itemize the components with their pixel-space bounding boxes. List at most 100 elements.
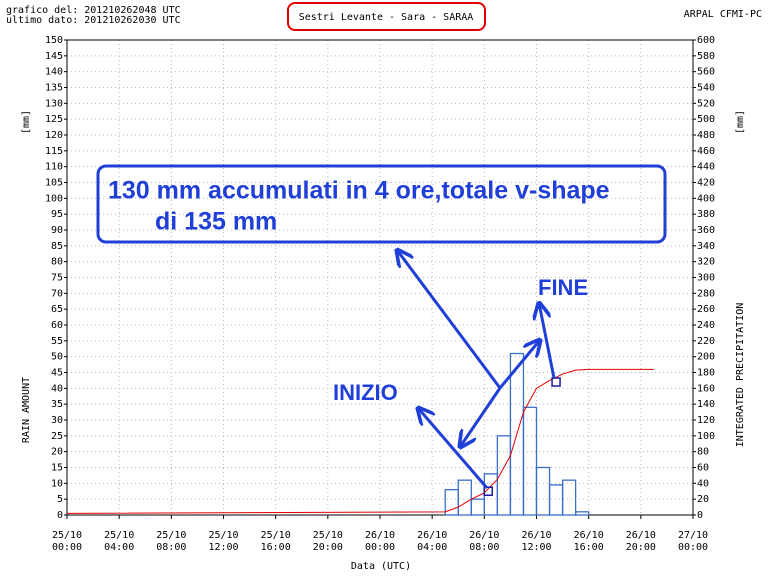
y2-tick-label: 440 [697,162,715,173]
y2-tick-label: 40 [697,478,709,489]
x-tick-label: 26/10 [626,530,656,541]
x-label: Data (UTC) [351,561,411,572]
y2-unit: [mm] [735,110,746,134]
y2-tick-label: 100 [697,431,715,442]
y2-tick-label: 280 [697,288,715,299]
y2-tick-label: 580 [697,51,715,62]
y-tick-label: 145 [45,51,63,62]
y2-tick-label: 500 [697,114,715,125]
bar [470,498,485,516]
x-tick-label: 25/10 [52,530,82,541]
y-tick-label: 45 [51,368,63,379]
x-tick-label: 25/10 [156,530,186,541]
y-tick-label: 10 [51,478,63,489]
y-tick-label: 15 [51,463,63,474]
x-tick-label: 16:00 [574,542,604,553]
y2-tick-label: 380 [697,209,715,220]
y2-tick-label: 200 [697,352,715,363]
x-tick-label: 26/10 [469,530,499,541]
y2-tick-label: 320 [697,257,715,268]
y2-tick-label: 0 [697,510,703,521]
y-tick-label: 105 [45,178,63,189]
y-tick-label: 80 [51,257,63,268]
y-tick-label: 30 [51,415,63,426]
y-tick-label: 150 [45,35,63,46]
y2-tick-label: 60 [697,463,709,474]
y-tick-label: 115 [45,146,63,157]
arrow [498,340,540,389]
x-tick-label: 08:00 [469,542,499,553]
y2-tick-label: 300 [697,273,715,284]
y-tick-label: 60 [51,320,63,331]
y2-tick-label: 160 [697,383,715,394]
y-tick-label: 40 [51,383,63,394]
start-label: INIZIO [333,380,398,405]
x-tick-label: 00:00 [365,542,395,553]
arrow [397,250,502,389]
x-tick-label: 26/10 [417,530,447,541]
plot: 0 5 10 15 20 25 30 35 40 45 50 55 60 65 70 75 80 85 90 95 10… [45,35,715,553]
y2-tick-label: 240 [697,320,715,331]
x-tick-label: 20:00 [626,542,656,553]
bar [561,479,577,516]
y-tick-label: 130 [45,98,63,109]
event-marker [551,377,561,387]
arrow [539,303,556,379]
x-tick-label: 00:00 [52,542,82,553]
x-tick-label: 04:00 [104,542,134,553]
y2-tick-label: 420 [697,178,715,189]
bar [457,479,472,516]
bar [548,484,564,516]
y2-tick-label: 140 [697,399,715,410]
end-label: FINE [538,275,588,300]
arrows [397,250,556,489]
y-tick-label: 135 [45,83,63,94]
created: grafico del: 201210262048 UTC [6,5,181,16]
bar [483,473,499,516]
y-tick-label: 55 [51,336,63,347]
x-tick-label: 00:00 [678,542,708,553]
y2-tick-label: 360 [697,225,715,236]
x-tick-label: 12:00 [208,542,238,553]
y2-tick-label: 540 [697,83,715,94]
y-tick-label: 0 [57,510,63,521]
y2-label: INTEGRATED PRECIPITATION [735,303,746,448]
x-tick-label: 27/10 [678,530,708,541]
chart-title: Sestri Levante - Sara - SARAA [299,12,474,23]
last-data: ultimo dato: 201210262030 UTC [6,15,181,26]
y-tick-label: 5 [57,494,63,505]
bar [522,406,538,516]
y2-tick-label: 520 [697,98,715,109]
y-tick-label: 85 [51,241,63,252]
bar [535,466,551,516]
y2-tick-label: 260 [697,304,715,315]
y-tick-label: 95 [51,209,63,220]
bar [574,511,590,516]
note-box [96,164,667,244]
x-tick-label: 26/10 [521,530,551,541]
y-tick-label: 100 [45,193,63,204]
y-tick-label: 25 [51,431,63,442]
y2-tick-label: 340 [697,241,715,252]
event-marker [483,486,493,496]
y2-tick-label: 400 [697,193,715,204]
y-unit: [mm] [21,110,32,134]
plot-frame [66,39,694,516]
note-line-2: di 135 mm [155,208,277,236]
note-line-1: 130 mm accumulati in 4 ore,totale v-shap… [108,177,610,205]
y-tick-label: 140 [45,67,63,78]
y-tick-label: 75 [51,273,63,284]
x-tick-label: 25/10 [208,530,238,541]
arrow [418,408,489,489]
y-tick-label: 70 [51,288,63,299]
x-tick-label: 25/10 [104,530,134,541]
y-tick-label: 125 [45,114,63,125]
y2-tick-label: 460 [697,146,715,157]
y-tick-label: 50 [51,352,63,363]
y2-tick-label: 80 [697,447,709,458]
y-tick-label: 110 [45,162,63,173]
y-tick-label: 90 [51,225,63,236]
cumulative-line [66,368,654,514]
y-tick-label: 35 [51,399,63,410]
